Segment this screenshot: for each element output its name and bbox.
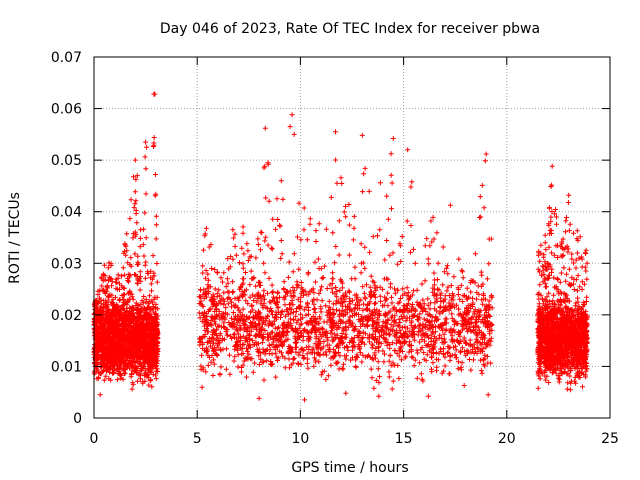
y-axis-label: ROTI / TECUs bbox=[7, 192, 23, 284]
y-tick-label: 0.02 bbox=[51, 308, 82, 324]
x-tick-label: 5 bbox=[193, 431, 202, 447]
y-tick-label: 0.05 bbox=[51, 153, 82, 169]
x-tick-label: 20 bbox=[498, 431, 516, 447]
y-tick-label: 0.01 bbox=[51, 359, 82, 375]
grid-lines bbox=[94, 57, 610, 418]
roti-series-markers bbox=[91, 91, 590, 403]
axes bbox=[93, 56, 611, 419]
x-tick-label: 0 bbox=[90, 431, 99, 447]
y-tick-label: 0.06 bbox=[51, 102, 82, 118]
x-tick-label: 25 bbox=[601, 431, 619, 447]
y-tick-label: 0.04 bbox=[51, 205, 82, 221]
y-axis-ticks: 0 0.01 0.02 0.03 0.04 0.05 0.06 0.07 bbox=[51, 50, 610, 427]
x-tick-label: 15 bbox=[395, 431, 413, 447]
y-tick-label: 0.03 bbox=[51, 256, 82, 272]
chart-title: Day 046 of 2023, Rate Of TEC Index for r… bbox=[160, 21, 540, 37]
plot-frame bbox=[93, 56, 611, 419]
x-tick-label: 10 bbox=[291, 431, 309, 447]
y-tick-label: 0.07 bbox=[51, 50, 82, 66]
x-axis-label: GPS time / hours bbox=[291, 460, 408, 476]
x-axis-ticks: 0 5 10 15 20 25 bbox=[90, 57, 619, 447]
data-points bbox=[91, 91, 590, 403]
y-tick-label: 0 bbox=[73, 411, 82, 427]
